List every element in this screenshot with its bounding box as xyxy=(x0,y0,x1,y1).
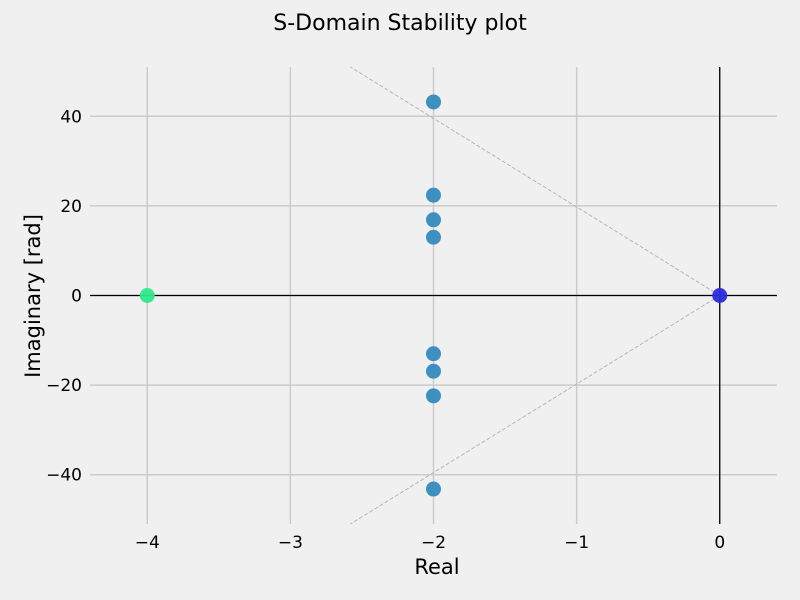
stability-guide-line xyxy=(350,295,720,525)
stability-guide-layer xyxy=(350,66,720,525)
stability-guide-line xyxy=(350,66,720,296)
pole-point xyxy=(426,229,441,245)
x-axis-label: Real xyxy=(414,555,459,579)
x-tick-label: −3 xyxy=(278,533,303,553)
x-tick-label: −4 xyxy=(135,533,160,553)
x-tick-label: −2 xyxy=(421,533,446,553)
y-axis-label: Imaginary [rad] xyxy=(21,214,45,378)
pole-point xyxy=(426,346,441,362)
pole-point xyxy=(712,288,728,303)
pole-point xyxy=(426,388,441,404)
y-tick-label: 0 xyxy=(71,287,82,307)
y-tick-label: 20 xyxy=(60,197,82,217)
y-tick-label: 40 xyxy=(60,107,82,127)
pole-point xyxy=(426,212,441,228)
pole-point xyxy=(139,288,155,303)
pole-point xyxy=(426,94,441,110)
y-tick-label: −40 xyxy=(46,466,82,486)
y-tick-label: −20 xyxy=(46,376,82,396)
pole-point xyxy=(426,363,441,379)
tick-label-layer: −4 −3 −2 −1 0 −40 −20 0 20 40 xyxy=(46,107,725,553)
x-tick-label: 0 xyxy=(714,533,725,553)
chart-title: S-Domain Stability plot xyxy=(273,11,527,36)
x-tick-label: −1 xyxy=(564,533,589,553)
pole-point xyxy=(426,187,441,203)
pole-point-layer xyxy=(139,94,728,497)
pole-point xyxy=(426,481,441,497)
